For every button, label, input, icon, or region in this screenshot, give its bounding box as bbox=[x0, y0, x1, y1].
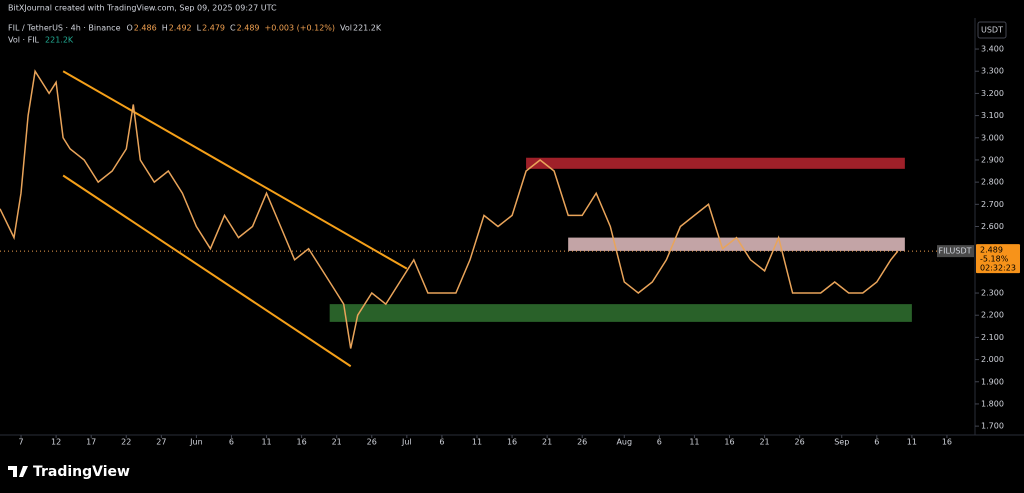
x-tick-label: 26 bbox=[367, 438, 377, 447]
zone bbox=[329, 304, 912, 322]
y-tick-label: 3.000 bbox=[981, 133, 1004, 142]
y-tick-label: 2.200 bbox=[981, 311, 1004, 320]
ohlc-label: L bbox=[197, 24, 202, 33]
x-tick-label: 16 bbox=[297, 438, 307, 447]
x-tick-label: 26 bbox=[577, 438, 587, 447]
x-tick-label: 11 bbox=[261, 438, 271, 447]
y-tick-label: 3.100 bbox=[981, 111, 1004, 120]
ticker: FILUSDT bbox=[939, 247, 972, 256]
y-tick-label: 1.800 bbox=[981, 399, 1004, 408]
y-tick-label: 2.300 bbox=[981, 289, 1004, 298]
x-tick-label: Sep bbox=[834, 438, 849, 447]
x-tick-label: 16 bbox=[942, 438, 952, 447]
x-tick-label: 21 bbox=[332, 438, 342, 447]
countdown: 02:32:23 bbox=[980, 264, 1016, 273]
currency[interactable]: USDT bbox=[981, 26, 1003, 35]
x-tick-label: Jun bbox=[189, 438, 203, 447]
symbol: FIL / TetherUS · 4h · Binance bbox=[8, 24, 121, 33]
brand: TradingView bbox=[33, 464, 130, 480]
last-change: -5.18% bbox=[980, 255, 1009, 264]
x-tick-label: 26 bbox=[795, 438, 805, 447]
change: +0.003 (+0.12%) bbox=[265, 24, 336, 33]
volume-row-value: 221.2K bbox=[45, 36, 74, 45]
y-tick-label: 1.700 bbox=[981, 422, 1004, 431]
x-tick-label: 6 bbox=[657, 438, 662, 447]
price-box bbox=[976, 244, 1020, 274]
y-tick-label: 3.300 bbox=[981, 67, 1004, 76]
ticker-box bbox=[937, 245, 974, 258]
ohlc-value: 2.489 bbox=[237, 24, 260, 33]
x-tick-label: 11 bbox=[689, 438, 699, 447]
x-tick-label: 16 bbox=[507, 438, 517, 447]
x-tick-label: 12 bbox=[51, 438, 61, 447]
y-tick-label: 3.400 bbox=[981, 45, 1004, 54]
credit: BitXJournal created with TradingView.com… bbox=[8, 4, 277, 13]
x-tick-label: 21 bbox=[759, 438, 769, 447]
currency-box[interactable] bbox=[977, 21, 1007, 39]
x-tick-label: Jul bbox=[401, 438, 412, 447]
ohlc-label: H bbox=[162, 24, 168, 33]
y-tick-label: 2.000 bbox=[981, 355, 1004, 364]
y-tick-label: 1.900 bbox=[981, 377, 1004, 386]
ohlc-value: 2.486 bbox=[134, 24, 157, 33]
x-tick-label: 22 bbox=[121, 438, 131, 447]
y-tick-label: 3.200 bbox=[981, 89, 1004, 98]
trendline bbox=[62, 70, 408, 270]
zone bbox=[568, 237, 905, 251]
x-tick-label: 11 bbox=[472, 438, 482, 447]
logo: TradingView bbox=[8, 464, 130, 480]
last-price: 2.489 bbox=[980, 246, 1003, 255]
x-tick-label: 16 bbox=[724, 438, 734, 447]
x-tick-label: 17 bbox=[86, 438, 96, 447]
x-tick-label: 7 bbox=[18, 438, 23, 447]
x-tick-label: Aug bbox=[616, 438, 632, 447]
ohlc-value: 2.492 bbox=[169, 24, 192, 33]
y-tick-label: 2.900 bbox=[981, 155, 1004, 164]
volume-row-label: Vol · FIL bbox=[8, 36, 40, 45]
x-tick-label: 6 bbox=[874, 438, 879, 447]
volume: 221.2K bbox=[353, 24, 382, 33]
trendline bbox=[62, 174, 352, 368]
x-tick-label: 21 bbox=[542, 438, 552, 447]
ohlc-label: O bbox=[127, 24, 133, 33]
y-tick-label: 2.800 bbox=[981, 178, 1004, 187]
y-tick-label: 2.700 bbox=[981, 200, 1004, 209]
x-tick-label: 27 bbox=[156, 438, 166, 447]
x-tick-label: 6 bbox=[229, 438, 234, 447]
x-tick-label: 6 bbox=[439, 438, 444, 447]
volume-label: Vol bbox=[340, 24, 352, 33]
x-tick-label: 11 bbox=[907, 438, 917, 447]
y-tick-label: 2.100 bbox=[981, 333, 1004, 342]
ohlc-value: 2.479 bbox=[202, 24, 225, 33]
y-tick-label: 2.600 bbox=[981, 222, 1004, 231]
legend: FIL / TetherUS · 4h · Binance O 2.486 H 2.49… bbox=[8, 24, 382, 45]
price-line bbox=[0, 69, 899, 349]
zone bbox=[526, 157, 905, 169]
ohlc-label: C bbox=[230, 24, 236, 33]
